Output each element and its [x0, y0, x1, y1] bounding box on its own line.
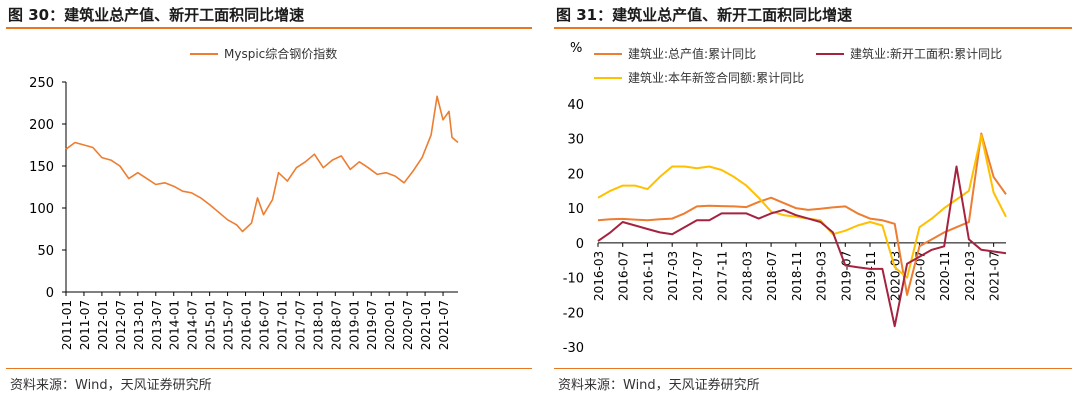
x-tick-label: 2021-01 — [419, 300, 433, 350]
x-tick-label: 2013-07 — [150, 300, 164, 350]
x-tick-label: 2019-01 — [347, 300, 361, 350]
x-tick-label: 2018-01 — [311, 300, 325, 350]
x-tick-label: 2017-07 — [293, 300, 307, 350]
y-tick-label: 20 — [567, 167, 584, 182]
y-tick-label: 250 — [29, 76, 54, 91]
x-tick-label: 2016-07 — [257, 300, 271, 350]
left-source-note: 资料来源：Wind，天风证券研究所 — [10, 378, 212, 393]
y-tick-label: 200 — [29, 118, 54, 133]
x-tick-label: 2021-07 — [988, 251, 1002, 301]
left-figure-title: 图 30：建筑业总产值、新开工面积同比增速 — [8, 6, 305, 24]
left-title-rule — [6, 27, 532, 29]
x-tick-label: 2017-11 — [716, 251, 730, 301]
x-tick-label: 2020-01 — [383, 300, 397, 350]
right-source-note: 资料来源：Wind，天风证券研究所 — [558, 378, 760, 393]
right-title-rule — [554, 27, 1072, 29]
x-tick-label: 2021-03 — [963, 251, 977, 301]
x-tick-label: 2014-07 — [186, 300, 200, 350]
right-chart: % -30 -20 -10 0 10 20 30 40 2016-03 2016-07 2016-11… — [563, 41, 1007, 356]
left-chart: 0 50 100 150 200 250 2011-01 2011-07 2012-01 2012… — [29, 46, 459, 350]
right-figure-panel: 图 31：建筑业总产值、新开工面积同比增速 % -30 -20 -10 0 10 20 30 4… — [548, 0, 1080, 400]
x-tick-label: 2019-11 — [864, 251, 878, 301]
y-tick-label: 0 — [46, 286, 54, 301]
right-figure-title: 图 31：建筑业总产值、新开工面积同比增速 — [556, 6, 853, 24]
legend-label: Myspic综合钢价指数 — [224, 46, 337, 61]
x-tick-label: 2017-03 — [666, 251, 680, 301]
x-tick-label: 2016-07 — [617, 251, 631, 301]
x-tick-label: 2020-07 — [401, 300, 415, 350]
series-line-steel-index — [65, 95, 459, 233]
y-tick-label: 10 — [567, 202, 584, 217]
x-tick-label: 2011-01 — [60, 300, 74, 350]
x-tick-label: 2016-01 — [240, 300, 254, 350]
x-tick-label: 2019-03 — [815, 251, 829, 301]
x-tick-label: 2018-11 — [790, 251, 804, 301]
y-tick-label: -30 — [563, 341, 584, 356]
x-tick-label: 2011-07 — [78, 300, 92, 350]
x-tick-label: 2016-03 — [592, 251, 606, 301]
series-line-series_orange — [597, 132, 1007, 296]
x-tick-label: 2021-07 — [437, 300, 451, 350]
x-tick-label: 2020-07 — [913, 251, 927, 301]
x-tick-label: 2015-01 — [204, 300, 218, 350]
right-bottom-rule — [554, 368, 1072, 369]
y-tick-label: -20 — [563, 306, 584, 321]
y-tick-label: 100 — [29, 202, 54, 217]
legend-label: 建筑业:新开工面积:累计同比 — [850, 46, 1002, 61]
x-tick-label: 2020-11 — [938, 251, 952, 301]
legend-label: 建筑业:本年新签合同额:累计同比 — [628, 70, 804, 85]
y-tick-label: 150 — [29, 160, 54, 175]
legend-label: 建筑业:总产值:累计同比 — [628, 46, 756, 61]
x-tick-label: 2018-03 — [740, 251, 754, 301]
y-tick-label: 50 — [37, 244, 54, 259]
y-tick-label: 30 — [567, 133, 584, 148]
y-axis-unit: % — [570, 41, 582, 56]
x-tick-label: 2019-07 — [839, 251, 853, 301]
x-tick-label: 2018-07 — [329, 300, 343, 350]
x-tick-label: 2012-07 — [114, 300, 128, 350]
left-bottom-rule — [6, 368, 532, 369]
series-line-series_red — [597, 165, 1007, 328]
x-tick-label: 2015-07 — [222, 300, 236, 350]
x-tick-label: 2017-01 — [275, 300, 289, 350]
x-tick-label: 2014-01 — [168, 300, 182, 350]
y-tick-label: -10 — [563, 272, 584, 287]
y-tick-label: 0 — [576, 237, 584, 252]
x-tick-label: 2012-01 — [96, 300, 110, 350]
y-tick-label: 40 — [567, 98, 584, 113]
x-tick-label: 2016-11 — [641, 251, 655, 301]
x-tick-label: 2019-07 — [365, 300, 379, 350]
x-tick-label: 2018-07 — [765, 251, 779, 301]
left-figure-panel: 图 30：建筑业总产值、新开工面积同比增速 0 50 100 150 200 250 201… — [6, 6, 532, 393]
x-tick-label: 2017-07 — [691, 251, 705, 301]
x-tick-label: 2020-03 — [889, 251, 903, 301]
x-tick-label: 2013-01 — [132, 300, 146, 350]
